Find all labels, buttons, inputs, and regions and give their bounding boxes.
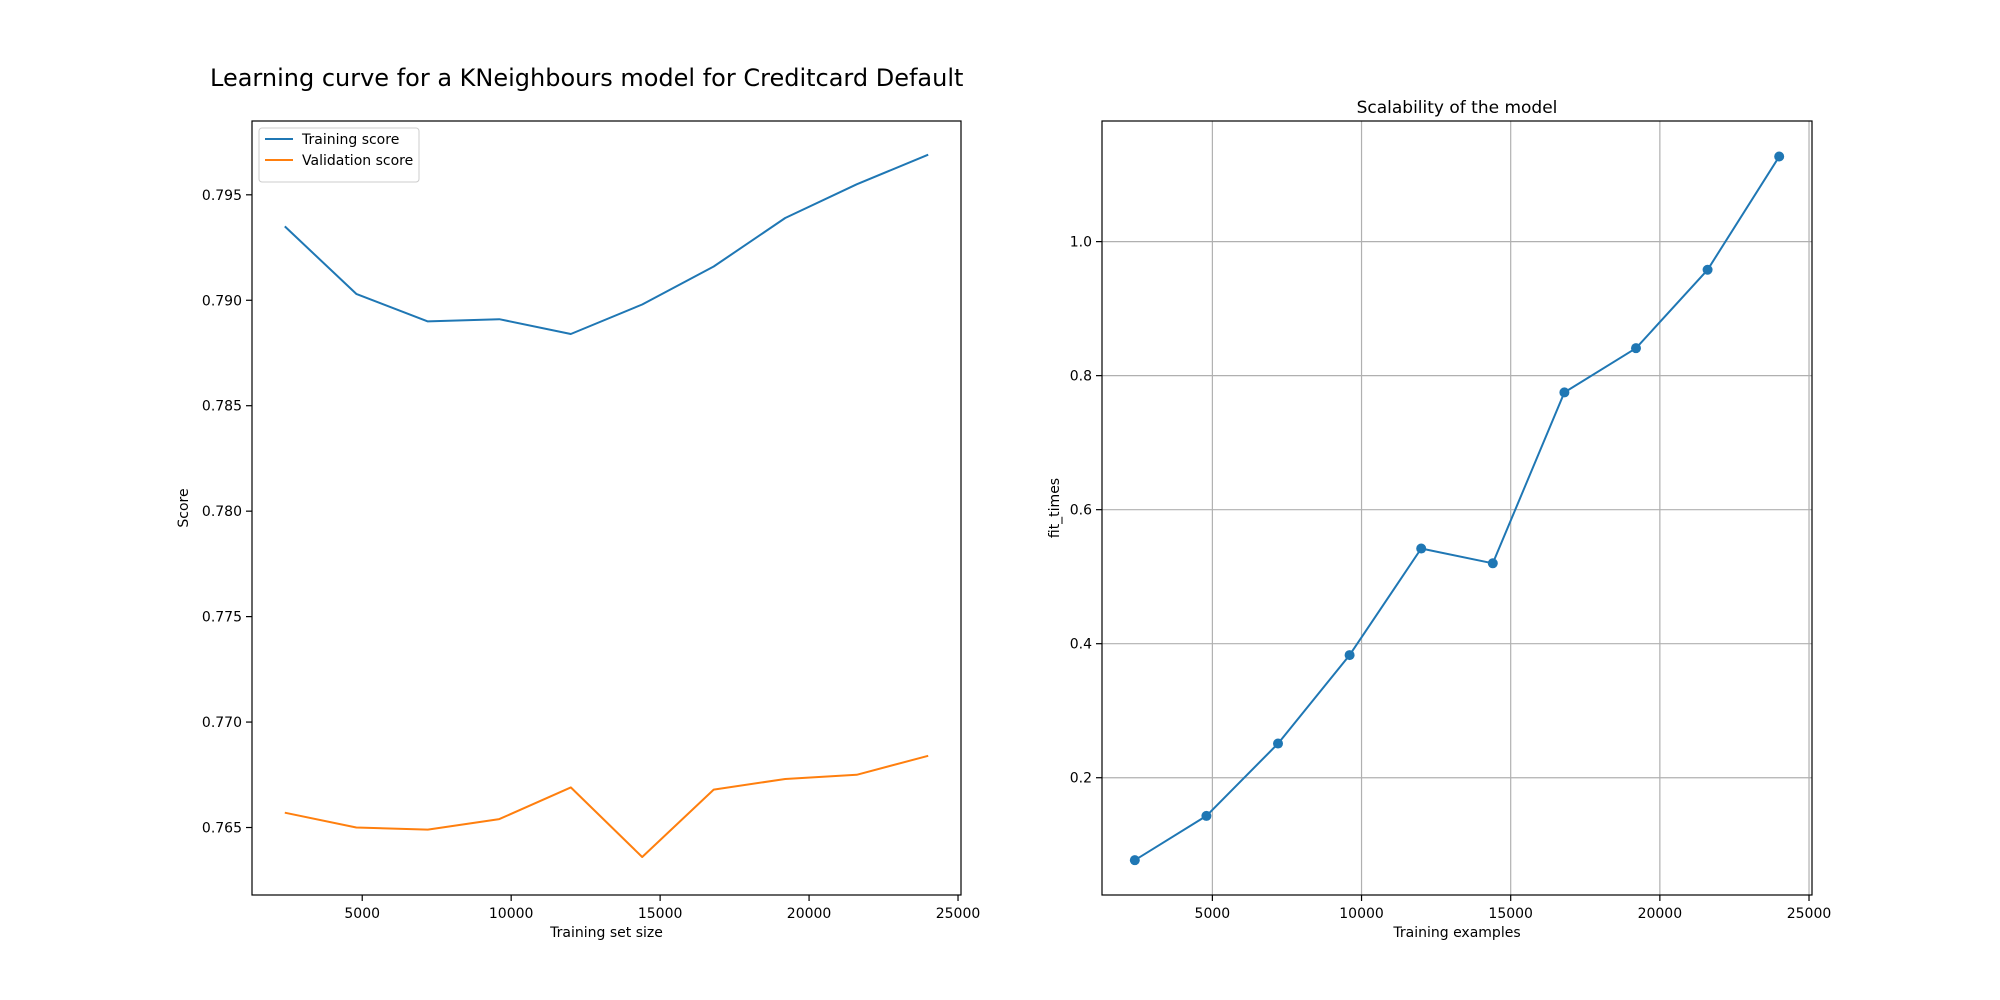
data-point — [1416, 543, 1427, 554]
x-tick-label: 25000 — [936, 906, 981, 922]
x-tick-label: 25000 — [1787, 906, 1832, 922]
legend-entry: Training score — [301, 132, 399, 148]
y-tick-label: 0.4 — [1070, 637, 1092, 653]
data-point — [1630, 343, 1641, 354]
y-tick-label: 0.770 — [202, 715, 242, 731]
chart-panel-1: 5000 10000 15000 20000 25000 0.765 0.770 0.775 0… — [176, 120, 981, 941]
y-tick-label: 0.780 — [202, 504, 242, 520]
series-line-1 — [1134, 155, 1781, 862]
x-axis-label: Training set size — [549, 925, 663, 941]
x-axis-label: Training examples — [1392, 925, 1520, 941]
y-tick-label: 0.775 — [202, 610, 242, 626]
figure-title: Learning curve for a KNeighbours model f… — [210, 64, 964, 92]
axes-frame — [251, 120, 962, 896]
data-point — [1774, 151, 1785, 162]
series-line-2 — [284, 754, 929, 858]
legend-entry: Validation score — [302, 153, 413, 169]
data-point — [1273, 738, 1284, 749]
axes-frame — [1101, 120, 1813, 896]
series-line-1 — [284, 153, 929, 335]
x-tick-label: 15000 — [638, 906, 683, 922]
y-tick-label: 0.765 — [202, 821, 242, 837]
data-point — [1487, 558, 1498, 569]
y-tick-label: 0.8 — [1070, 369, 1092, 385]
y-tick-label: 0.785 — [202, 399, 242, 415]
legend-box — [258, 127, 420, 183]
data-point — [1344, 650, 1355, 661]
x-tick-label: 15000 — [1488, 906, 1533, 922]
x-tick-label: 20000 — [1638, 906, 1683, 922]
legend: Training score Validation score — [258, 127, 420, 183]
y-axis-label: fit_times — [1047, 478, 1063, 538]
x-tick-label: 10000 — [489, 906, 534, 922]
y-tick-label: 1.0 — [1070, 235, 1092, 251]
y-tick-label: 0.795 — [202, 188, 242, 204]
data-point — [1201, 810, 1212, 821]
x-tick-label: 20000 — [787, 906, 832, 922]
data-point — [1702, 264, 1713, 275]
y-tick-label: 0.2 — [1070, 771, 1092, 787]
x-tick-label: 5000 — [1195, 906, 1231, 922]
y-tick-label: 0.790 — [202, 293, 242, 309]
data-point — [1129, 855, 1140, 866]
x-tick-label: 10000 — [1339, 906, 1384, 922]
data-point — [1559, 387, 1570, 398]
chart-title: Scalability of the model — [1357, 98, 1558, 118]
chart-panel-2: 5000 10000 15000 20000 25000 0.2 0.4 0.6 0.8 1.0 T… — [1047, 98, 1831, 941]
y-axis-label: Score — [176, 488, 192, 527]
y-tick-label: 0.6 — [1070, 503, 1092, 519]
x-tick-label: 5000 — [344, 906, 380, 922]
